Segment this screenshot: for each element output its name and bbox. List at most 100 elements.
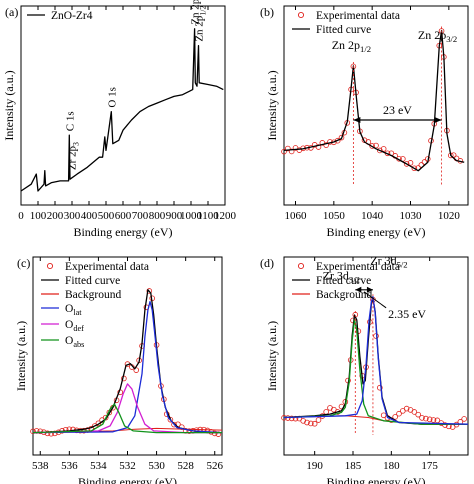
legend: Experimental data Fitted curve Background O… (41, 261, 149, 349)
panel-label: (d) (260, 256, 274, 270)
data-point (396, 410, 402, 417)
arrow-head (434, 117, 442, 124)
data-point (323, 142, 329, 148)
separation-label: 2.35 eV (388, 307, 426, 321)
x-tick-label: 526 (206, 460, 223, 472)
x-tick-label: 1040 (361, 210, 384, 222)
legend-entry: Experimental data (316, 10, 400, 22)
data-point (304, 419, 310, 426)
series-line-background (32, 427, 223, 434)
x-tick-label: 400 (81, 210, 98, 222)
x-tick-label: 1060 (285, 210, 308, 222)
panel-label: (c) (17, 256, 30, 270)
panel-d: 190 185 180 175 Binding energy (eV) Intensity… (260, 254, 469, 484)
data-point (315, 144, 322, 150)
data-point (288, 148, 295, 155)
plot-frame (283, 5, 469, 206)
x-axis-label: Binding energy (eV) (78, 475, 177, 484)
legend-entry: ZnO-Zr4 (51, 10, 93, 22)
data-point (411, 409, 418, 415)
legend: Experimental data Fitted curve Background (292, 261, 400, 301)
subscript: abs (73, 340, 84, 349)
subscript: lat (73, 308, 82, 317)
x-axis-label: Binding energy (eV) (326, 475, 425, 484)
series-experimental-data (281, 296, 467, 430)
legend-entry: Fitted curve (316, 24, 371, 36)
subscript: 1/2 (360, 44, 371, 54)
arrow-head (353, 117, 361, 124)
data-point (146, 288, 153, 294)
data-point (423, 415, 429, 422)
x-tick-label: 1000 (180, 210, 203, 222)
data-point (171, 421, 177, 428)
separation-label: 23 eV (383, 103, 412, 117)
x-tick-label: 1020 (438, 210, 461, 222)
subscript: 5/2 (397, 260, 408, 270)
x-tick-label: 536 (61, 460, 78, 472)
x-tick-label: 500 (98, 210, 115, 222)
data-point (369, 143, 375, 149)
x-axis-label: Binding energy (eV) (73, 225, 172, 239)
x-tick-label: 1100 (197, 210, 219, 222)
data-point (403, 161, 410, 167)
data-point (33, 428, 40, 434)
peak-annotation: C 1s (64, 111, 76, 131)
x-tick-label: 1030 (400, 210, 423, 222)
subscript: def (73, 324, 84, 333)
legend-marker (297, 262, 305, 270)
data-point (403, 405, 410, 412)
x-tick-label: 175 (421, 460, 438, 472)
series-line-fitted-curve (32, 289, 222, 434)
subscript: 1/2 (198, 6, 207, 16)
data-point (288, 415, 295, 422)
data-point (44, 430, 51, 437)
x-tick-label: 1200 (214, 210, 237, 222)
data-point (281, 148, 287, 155)
x-axis-label: Binding energy (eV) (326, 225, 425, 239)
legend-entry: Odef (65, 319, 84, 333)
series-line-zno-zr4 (20, 28, 224, 192)
x-tick-label: 300 (64, 210, 81, 222)
leader-line (363, 291, 387, 309)
x-tick-label: 532 (119, 460, 136, 472)
subscript: 3/2 (446, 34, 457, 44)
peak-label: Zn 2p1/2 (332, 38, 371, 54)
series-experimental-data (30, 288, 222, 437)
data-point (407, 160, 414, 166)
x-tick-label: 100 (30, 210, 47, 222)
series-line-zr-3d-5-2 (283, 295, 469, 425)
panel-c: 538 536 534 532 530 528 526 Binding energy (eV)… (14, 256, 223, 484)
series-experimental-data (281, 28, 464, 172)
data-point (442, 422, 448, 428)
panel-label: (b) (260, 5, 274, 19)
data-point (415, 411, 421, 418)
data-point (461, 416, 467, 422)
data-point (434, 417, 441, 424)
legend-entry: Background (65, 289, 121, 301)
x-tick-label: 600 (115, 210, 132, 222)
panel-a: 0 100 200 300 400 500 600 700 800 900100011001200… (2, 0, 237, 239)
y-axis-label: Intensity (a.u.) (265, 70, 279, 140)
x-tick-label: 700 (132, 210, 149, 222)
data-point (380, 146, 387, 152)
plot-frame (32, 256, 223, 456)
data-point (373, 142, 379, 149)
data-point (211, 430, 218, 437)
x-tick-label: 530 (148, 460, 165, 472)
data-point (392, 414, 398, 420)
x-tick-label: 534 (90, 460, 107, 472)
x-tick-label: 0 (18, 210, 24, 222)
series-line-zr-3d-3-2 (283, 319, 468, 425)
x-tick-label: 538 (32, 460, 49, 472)
series-line-fitted-curve (283, 29, 465, 172)
x-tick-label: 1050 (323, 210, 346, 222)
legend-entry: Oabs (65, 335, 84, 349)
y-axis-label: Intensity (a.u.) (14, 321, 28, 391)
x-tick-label: 180 (383, 460, 400, 472)
legend-marker (297, 11, 305, 19)
y-axis-label: Intensity (a.u.) (265, 321, 279, 391)
legend-entry: Fitted curve (65, 275, 120, 287)
data-point (338, 134, 345, 141)
peak-annotation: O 1s (106, 87, 118, 107)
